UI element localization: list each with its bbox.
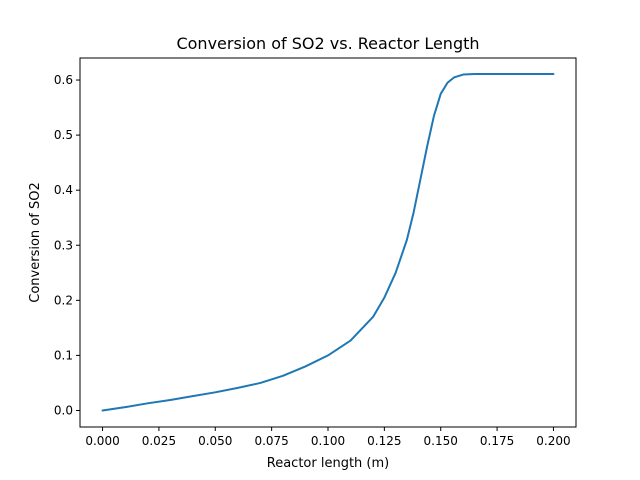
x-tick-label: 0.075 (254, 434, 288, 448)
x-tick-label: 0.000 (85, 434, 119, 448)
x-tick-label: 0.150 (424, 434, 458, 448)
series-layer (101, 72, 555, 412)
y-axis-label: Conversion of SO2 (28, 182, 43, 302)
x-tick-label: 0.050 (198, 434, 232, 448)
x-tick-label: 0.025 (142, 434, 176, 448)
x-axis-ticks: 0.000 0.025 0.050 0.075 0.100 0.125 0.150 0.175… (85, 427, 571, 448)
y-tick-label: 0.0 (54, 403, 73, 417)
y-tick-label: 0.1 (54, 348, 73, 362)
y-tick-label: 0.2 (54, 293, 73, 307)
x-tick-label: 0.200 (536, 434, 570, 448)
x-tick-label: 0.175 (480, 434, 514, 448)
y-axis-ticks: 0.0 0.1 0.2 0.3 0.4 0.5 0.6 (54, 73, 80, 417)
y-tick-label: 0.5 (54, 128, 73, 142)
y-tick-label: 0.3 (54, 238, 73, 252)
x-tick-label: 0.100 (311, 434, 345, 448)
plot-frame (79, 57, 577, 428)
y-tick-label: 0.4 (54, 183, 73, 197)
x-axis-label: Reactor length (m) (267, 456, 389, 471)
x-tick-label: 0.125 (367, 434, 401, 448)
conversion-line (101, 72, 555, 412)
y-tick-label: 0.6 (54, 73, 73, 87)
chart-title: Conversion of SO2 vs. Reactor Length (176, 34, 479, 53)
